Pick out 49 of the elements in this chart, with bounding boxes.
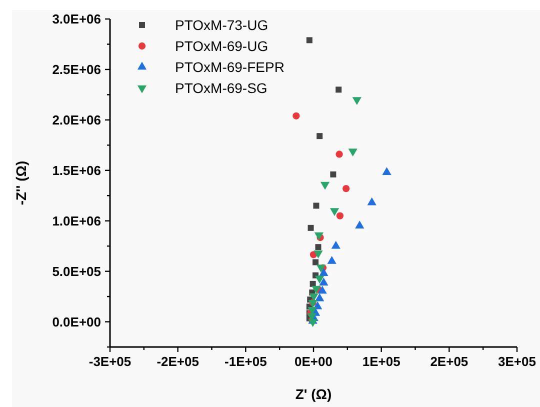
- point: [315, 293, 324, 302]
- x-tick-label: -2E+05: [156, 354, 199, 369]
- point: [314, 250, 323, 258]
- x-tick-label: 3E+05: [498, 354, 536, 369]
- point: [318, 286, 327, 294]
- point: [313, 202, 320, 209]
- x-tick-label: -3E+05: [88, 354, 132, 369]
- point: [355, 220, 364, 229]
- point: [319, 268, 328, 276]
- legend-label: PTOxM-69-SG: [175, 80, 268, 96]
- point: [320, 182, 330, 190]
- point: [306, 37, 312, 44]
- point: [315, 276, 324, 284]
- legend-label: PTOxM-69-UG: [175, 38, 268, 54]
- point: [336, 150, 343, 158]
- y-tick-label: 5.0E+05: [52, 264, 101, 279]
- point: [316, 264, 326, 273]
- point: [312, 259, 319, 266]
- y-tick-label: 1.0E+06: [52, 213, 101, 228]
- point: [348, 148, 358, 156]
- x-tick-label: 0E+00: [294, 354, 332, 369]
- point: [316, 133, 323, 140]
- y-axis-title: -Z'' (Ω): [13, 160, 29, 206]
- x-tick-label: -1E+05: [224, 354, 267, 369]
- point: [352, 97, 362, 105]
- point: [330, 171, 336, 178]
- point: [308, 224, 314, 231]
- point: [331, 240, 340, 249]
- point: [314, 232, 324, 240]
- x-tick-label: 1E+05: [362, 354, 400, 369]
- y-tick-label: 2.5E+06: [52, 62, 101, 78]
- point: [327, 256, 336, 264]
- legend-label: PTOxM-73-UG: [175, 16, 268, 33]
- point: [382, 167, 392, 176]
- point: [342, 184, 350, 192]
- point: [292, 112, 300, 120]
- x-tick-label: 2E+05: [430, 354, 468, 369]
- y-tick-label: 0.0E+00: [52, 314, 101, 330]
- x-axis-title: Z' (Ω): [295, 386, 332, 402]
- y-tick-label: 3.0E+06: [52, 12, 101, 27]
- point: [330, 208, 340, 216]
- point: [315, 244, 322, 250]
- y-tick-label: 1.5E+06: [52, 162, 101, 178]
- point: [319, 278, 328, 286]
- y-tick-label: 2.0E+06: [52, 112, 101, 128]
- point: [312, 286, 321, 294]
- legend-label: PTOxM-69-FEPR: [175, 58, 284, 75]
- point: [336, 212, 344, 220]
- point: [336, 86, 342, 93]
